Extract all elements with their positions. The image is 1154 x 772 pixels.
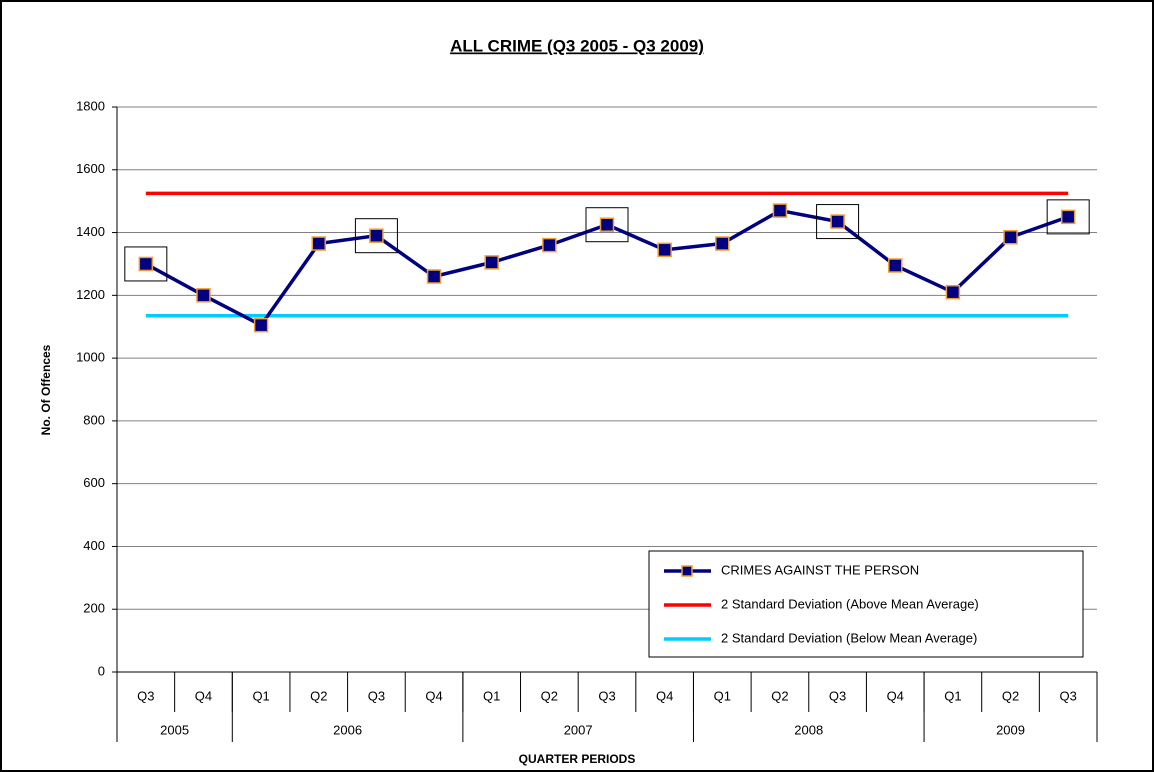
x-tick-label: Q3 [829,688,846,703]
group-label: 2008 [794,722,823,737]
marker [426,269,442,284]
marker [138,256,154,272]
marker [599,217,615,232]
x-tick-label: Q3 [1060,688,1077,703]
marker [542,237,557,253]
marker [369,228,384,243]
y-tick-label: 400 [83,538,105,553]
marker [196,288,211,303]
x-tick-label: Q2 [771,688,788,703]
marker [830,214,845,229]
legend-label: 2 Standard Deviation (Below Mean Average… [721,630,977,645]
marker [945,284,961,300]
marker [887,258,903,273]
y-tick-label: 1800 [76,98,105,113]
x-tick-label: Q1 [944,688,961,703]
x-tick-label: Q2 [1002,688,1019,703]
x-tick-label: Q4 [656,688,673,703]
x-tick-label: Q1 [483,688,500,703]
x-tick-label: Q3 [137,688,154,703]
legend-label: 2 Standard Deviation (Above Mean Average… [721,596,979,611]
group-label: 2009 [996,722,1025,737]
y-tick-label: 1200 [76,287,105,302]
y-tick-label: 1600 [76,161,105,176]
y-tick-label: 800 [83,412,105,427]
x-tick-label: Q4 [195,688,212,703]
legend-label: CRIMES AGAINST THE PERSON [721,562,919,577]
group-label: 2006 [333,722,362,737]
x-tick-label: Q2 [310,688,327,703]
legend-marker [681,565,693,577]
marker [253,317,269,333]
highlight-box [1046,199,1090,235]
group-label: 2005 [160,722,189,737]
y-axis-title: No. Of Offences [39,344,53,435]
y-tick-label: 0 [98,663,105,678]
x-tick-label: Q4 [425,688,442,703]
x-tick-label: Q3 [598,688,615,703]
x-axis-title: QUARTER PERIODS [519,752,636,766]
x-tick-label: Q3 [368,688,385,703]
highlight-box [816,204,860,240]
highlight-box [585,207,629,243]
y-tick-label: 200 [83,601,105,616]
marker [1060,209,1076,225]
x-tick-label: Q1 [252,688,269,703]
y-tick-label: 1400 [76,224,105,239]
marker [1003,230,1018,245]
x-tick-label: Q1 [714,688,731,703]
chart-title: ALL CRIME (Q3 2005 - Q3 2009) [450,36,704,55]
marker [484,255,499,270]
x-tick-label: Q4 [887,688,904,703]
marker [772,203,788,218]
legend-box [648,550,1084,658]
highlight-box [354,218,398,254]
marker [311,236,327,251]
marker [715,236,730,251]
marker [657,242,672,258]
highlight-box [124,246,168,282]
y-tick-label: 1000 [76,350,105,365]
y-tick-label: 600 [83,475,105,490]
group-label: 2007 [564,722,593,737]
x-tick-label: Q2 [541,688,558,703]
